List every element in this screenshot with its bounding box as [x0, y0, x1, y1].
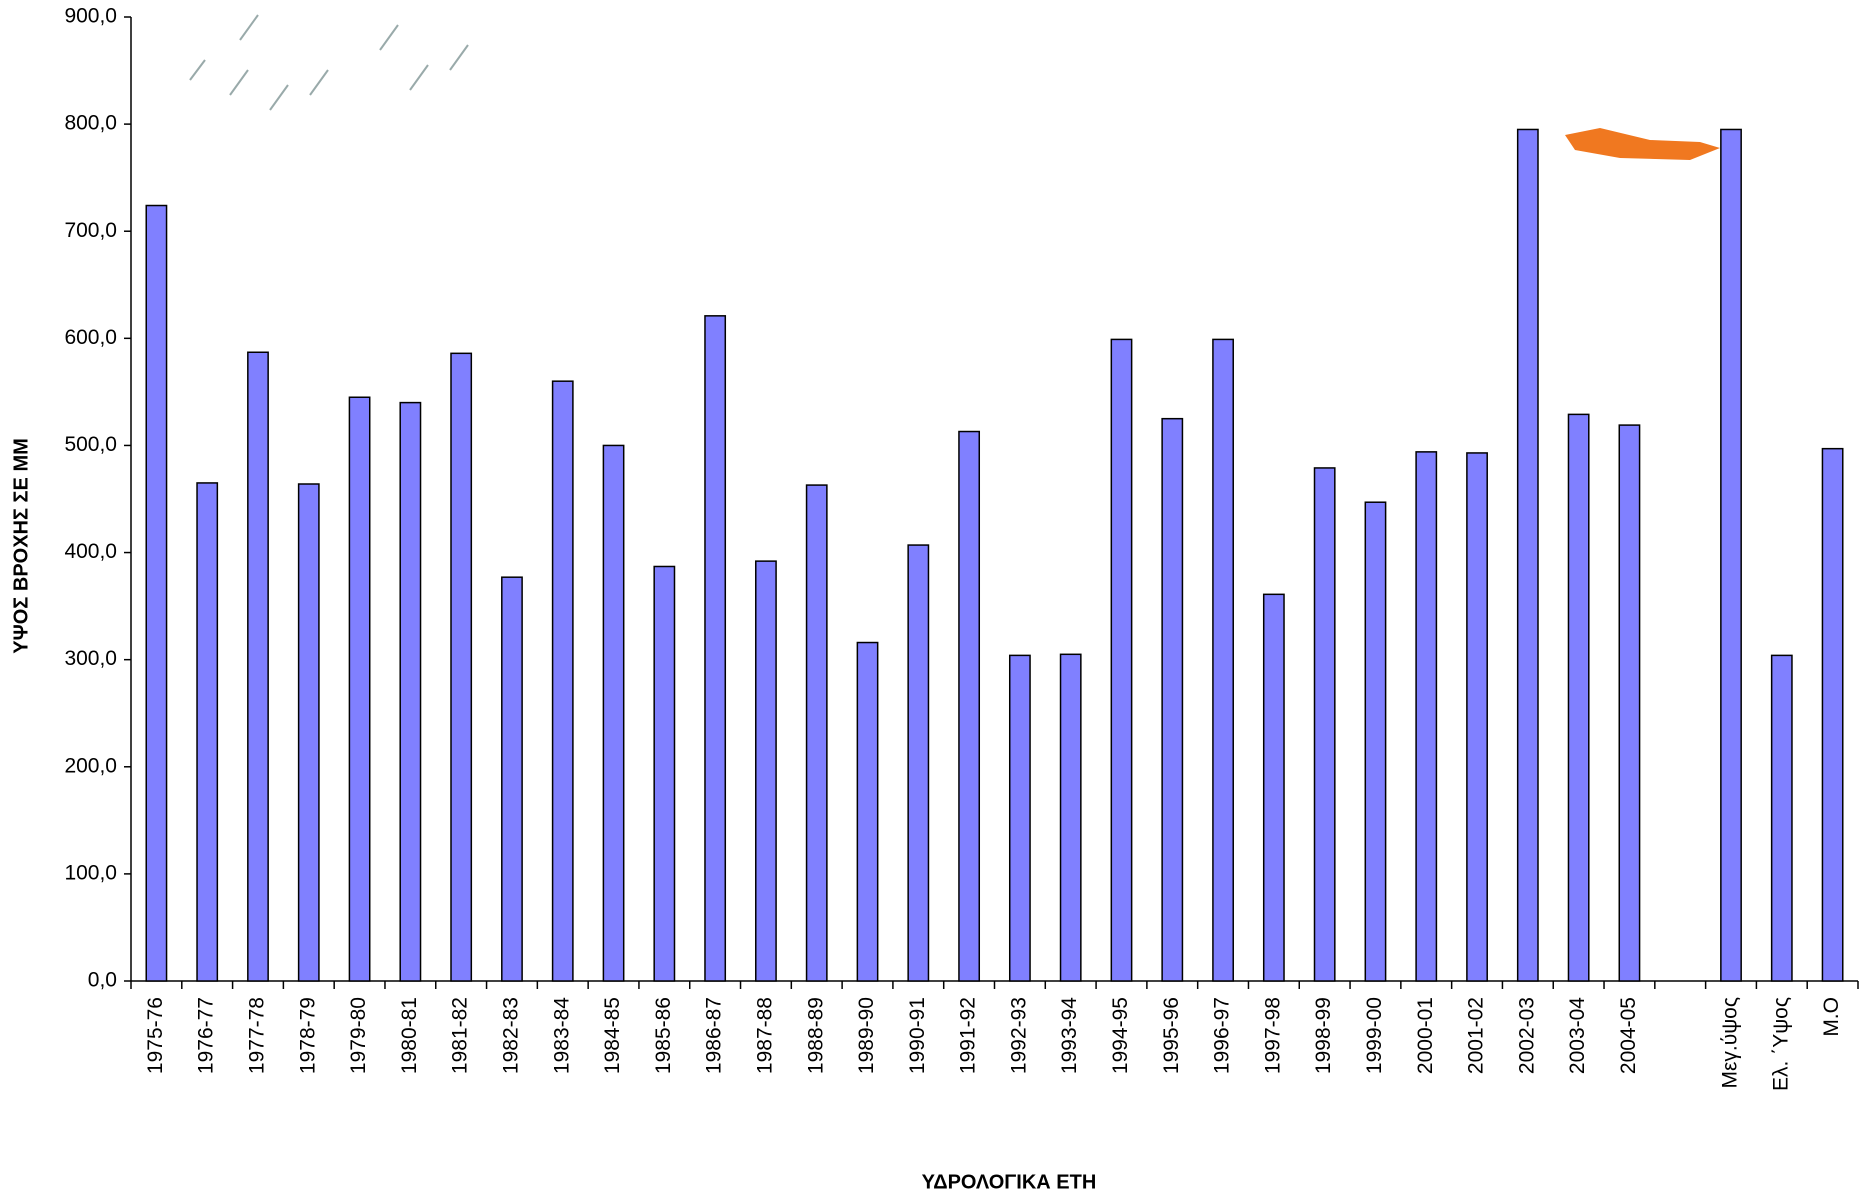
x-tick-label: 2000-01 [1414, 997, 1437, 1074]
x-tick-label: 1996-97 [1211, 997, 1234, 1074]
bar [1059, 653, 1082, 982]
bar [1415, 451, 1438, 982]
bar [1516, 128, 1539, 982]
bar [450, 352, 473, 982]
bar [805, 484, 828, 982]
x-tick-label: 2001-02 [1465, 997, 1488, 1074]
bar [1466, 452, 1488, 982]
y-tick-label: 0,0 [88, 969, 117, 992]
y-tick-label: 600,0 [64, 326, 117, 349]
x-tick-label: 1992-93 [1007, 997, 1030, 1074]
x-tick-label: 1991-92 [957, 997, 980, 1074]
x-tick-label: 1980-81 [398, 997, 421, 1074]
bar [1313, 467, 1336, 982]
rain-decoration [189, 14, 469, 111]
x-tick-label: 2004-05 [1617, 997, 1640, 1074]
y-tick-label: 200,0 [64, 754, 117, 777]
x-tick-label: 1990-91 [906, 997, 929, 1074]
bar [704, 315, 727, 982]
bar [1110, 338, 1133, 982]
y-tick-label: 700,0 [64, 219, 117, 242]
bar [399, 401, 422, 982]
bar [1821, 447, 1844, 982]
map-decoration [1565, 128, 1720, 160]
bar [196, 482, 219, 982]
y-tick-label: 800,0 [64, 112, 117, 135]
bar [602, 444, 625, 982]
y-tick-label: 400,0 [64, 540, 117, 563]
x-tick-label: 2003-04 [1566, 997, 1589, 1074]
bar [551, 380, 574, 982]
bar [1364, 501, 1387, 982]
x-tick-label: 1994-95 [1109, 997, 1132, 1074]
bar [1262, 593, 1285, 982]
bar [1212, 338, 1234, 982]
x-tick-label: 1975-76 [144, 997, 167, 1074]
x-tick-label: 1979-80 [347, 997, 370, 1074]
y-axis-title: ΥΨΟΣ ΒΡΟΧΗΣ ΣΕ ΜΜ [10, 438, 32, 654]
bar [1567, 413, 1590, 982]
x-tick-label: 1989-90 [855, 997, 878, 1074]
bar [1161, 417, 1184, 982]
x-tick-label: 1985-86 [652, 997, 675, 1074]
y-tick-label: 900,0 [64, 5, 117, 28]
bar [755, 560, 777, 982]
y-tick-label: 300,0 [64, 647, 117, 670]
x-tick-label: 1988-89 [804, 997, 827, 1074]
x-tick-label: 1983-84 [550, 997, 573, 1074]
x-tick-label: 1987-88 [753, 997, 776, 1074]
x-tick-label: 1978-79 [296, 997, 319, 1074]
x-tick-label: 1981-82 [449, 997, 472, 1074]
x-tick-label: 1995-96 [1160, 997, 1183, 1074]
x-tick-label: Μεγ.ύψος [1719, 997, 1742, 1088]
x-tick-label: 1984-85 [601, 997, 624, 1074]
bar [856, 641, 879, 982]
bar [1618, 424, 1641, 982]
bar [653, 565, 676, 982]
bar [1720, 128, 1742, 982]
x-tick-label: Μ.Ο [1820, 997, 1843, 1037]
bar [907, 544, 930, 982]
bar [348, 396, 371, 982]
bar [145, 204, 168, 982]
y-tick-label: 500,0 [64, 433, 117, 456]
bar [247, 351, 269, 982]
x-tick-label: 1977-78 [246, 997, 269, 1074]
bar [1008, 654, 1031, 982]
bar [958, 430, 981, 982]
bar [1770, 654, 1793, 982]
x-tick-label: 1982-83 [500, 997, 523, 1074]
x-tick-label: 1976-77 [195, 997, 218, 1074]
x-tick-label: Ελ. ΄Υψος [1769, 997, 1792, 1091]
x-tick-label: 1998-99 [1312, 997, 1335, 1074]
x-tick-label: 1993-94 [1058, 997, 1081, 1074]
x-tick-label: 1986-87 [703, 997, 726, 1074]
x-axis-title: ΥΔΡΟΛΟΓΙΚΑ ΕΤΗ [922, 1171, 1097, 1193]
y-tick-label: 100,0 [64, 861, 117, 884]
x-tick-label: 1999-00 [1363, 997, 1386, 1074]
x-tick-label: 2002-03 [1515, 997, 1538, 1074]
bar [501, 576, 523, 982]
x-tick-label: 1997-98 [1261, 997, 1284, 1074]
bar [297, 483, 320, 982]
